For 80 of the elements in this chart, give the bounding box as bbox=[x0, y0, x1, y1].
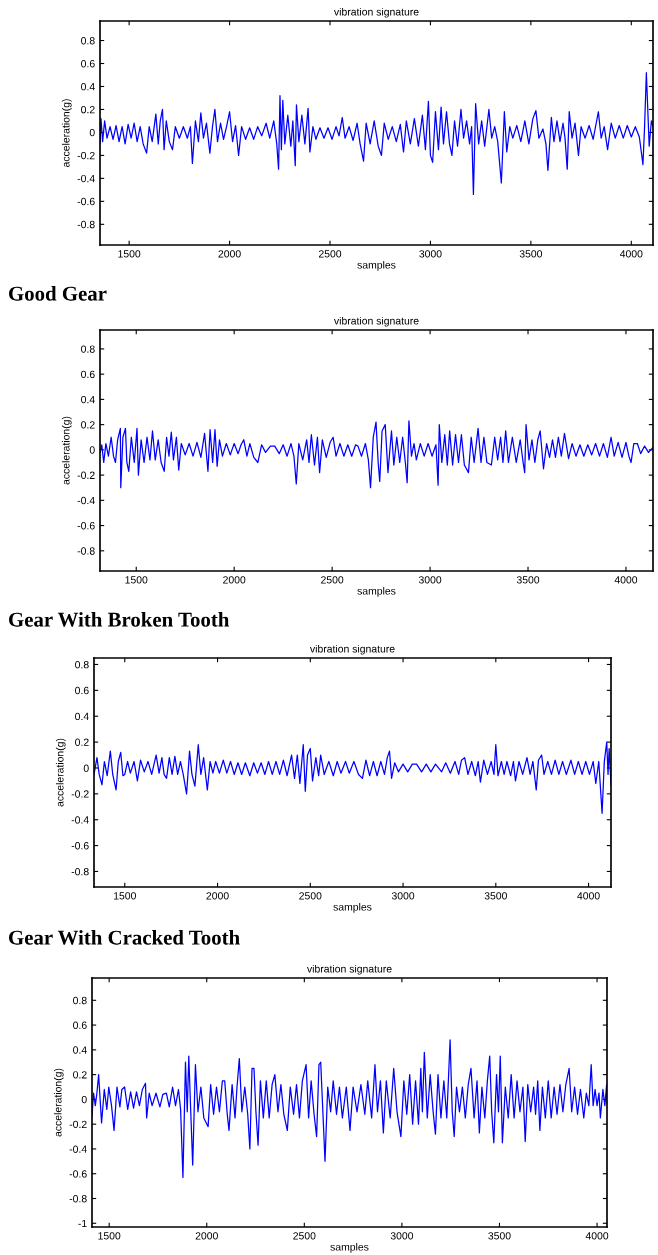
chart-title: vibration signature bbox=[309, 644, 395, 655]
y-tick-label: -0.2 bbox=[77, 471, 95, 479]
x-tick-label: 1500 bbox=[114, 892, 136, 900]
y-tick-label: 0.2 bbox=[73, 1071, 87, 1079]
y-tick-label: -0.8 bbox=[69, 1195, 87, 1203]
x-tick-label: 2000 bbox=[195, 1232, 218, 1240]
x-tick-label: 3500 bbox=[484, 892, 507, 900]
y-tick-label: 0.6 bbox=[75, 686, 89, 695]
line-series bbox=[100, 72, 653, 196]
y-tick-label: 0.4 bbox=[73, 1046, 87, 1054]
y-tick-label: 0 bbox=[83, 764, 89, 772]
y-tick-label: 0.6 bbox=[73, 1021, 87, 1029]
y-tick-label: -0.4 bbox=[77, 174, 95, 183]
text: Gear With Cracked Tooth bbox=[9, 930, 240, 945]
chart-title: vibration signature bbox=[333, 316, 419, 327]
y-tick-label: 0.2 bbox=[81, 421, 95, 429]
x-tick-label: 2000 bbox=[218, 250, 241, 258]
x-tick-label: 4000 bbox=[585, 1232, 609, 1240]
y-tick-label: 0.8 bbox=[81, 37, 95, 45]
x-tick-label: 3500 bbox=[519, 250, 543, 258]
x-tick-label: 2500 bbox=[321, 576, 344, 584]
y-tick-label: -0.6 bbox=[71, 842, 89, 850]
x-tick-label: 3000 bbox=[419, 250, 442, 258]
y-axis-title: acceleration(g) bbox=[53, 1068, 64, 1137]
y-tick-label: -0.6 bbox=[77, 197, 95, 206]
y-tick-label: -0.2 bbox=[71, 790, 89, 798]
x-tick-label: 4000 bbox=[619, 250, 643, 258]
y-tick-label: 0.8 bbox=[73, 996, 87, 1005]
x-tick-label: 2000 bbox=[223, 576, 246, 584]
x-tick-label: 2500 bbox=[318, 250, 342, 258]
y-axis-title: acceleration(g) bbox=[61, 416, 72, 485]
x-tick-label: 1500 bbox=[98, 1232, 121, 1240]
text: Gear With Broken Tooth bbox=[9, 612, 230, 627]
x-axis-title: samples bbox=[333, 902, 372, 913]
y-tick-label: 0.4 bbox=[75, 712, 89, 721]
y-tick-label: 0.8 bbox=[75, 660, 89, 669]
y-tick-label: 0.6 bbox=[81, 60, 95, 68]
x-tick-label: 2500 bbox=[293, 1232, 316, 1240]
y-tick-label: 0 bbox=[81, 1095, 87, 1104]
x-tick-label: 3000 bbox=[391, 892, 415, 900]
y-tick-label: 0.2 bbox=[81, 105, 95, 114]
y-tick-label: -0.8 bbox=[71, 867, 89, 876]
y-axis-title: acceleration(g) bbox=[61, 99, 72, 167]
y-tick-label: -0.4 bbox=[77, 496, 95, 505]
x-tick-label: 4000 bbox=[577, 892, 600, 900]
y-tick-label: -0.8 bbox=[77, 220, 95, 229]
y-tick-label: -0.6 bbox=[77, 522, 95, 530]
y-tick-label: -0.2 bbox=[77, 151, 95, 160]
x-tick-label: 1500 bbox=[125, 576, 148, 584]
x-tick-label: 2500 bbox=[299, 892, 322, 900]
y-tick-label: -0.2 bbox=[69, 1120, 87, 1129]
line-series bbox=[92, 1039, 607, 1179]
y-tick-label: -0.8 bbox=[77, 547, 95, 555]
chart-title: vibration signature bbox=[333, 7, 419, 18]
y-tick-label: -1 bbox=[78, 1219, 87, 1228]
x-axis-title: samples bbox=[330, 1242, 369, 1253]
x-tick-label: 3500 bbox=[516, 576, 540, 584]
line-series bbox=[94, 741, 611, 814]
x-axis-title: samples bbox=[357, 586, 396, 597]
line-series bbox=[100, 420, 653, 489]
x-tick-label: 2000 bbox=[206, 892, 229, 900]
x-tick-label: 3000 bbox=[390, 1232, 414, 1240]
y-tick-label: 0.8 bbox=[81, 345, 95, 353]
y-tick-label: 0 bbox=[89, 446, 95, 454]
y-tick-label: 0.6 bbox=[81, 370, 95, 379]
x-tick-label: 3500 bbox=[488, 1232, 511, 1240]
y-tick-label: -0.4 bbox=[69, 1145, 87, 1153]
y-tick-label: 0.4 bbox=[81, 395, 95, 404]
text: Good Gear bbox=[9, 286, 107, 301]
x-tick-label: 1500 bbox=[118, 250, 141, 258]
y-tick-label: 0.2 bbox=[75, 738, 89, 746]
y-tick-label: 0 bbox=[89, 128, 95, 137]
x-tick-label: 4000 bbox=[614, 576, 638, 584]
x-tick-label: 3000 bbox=[418, 576, 442, 584]
y-axis-title: acceleration(g) bbox=[55, 738, 66, 807]
y-tick-label: -0.6 bbox=[69, 1170, 87, 1178]
y-tick-label: 0.4 bbox=[81, 82, 95, 91]
y-tick-label: -0.4 bbox=[71, 816, 89, 824]
chart-title: vibration signature bbox=[306, 964, 392, 975]
x-axis-title: samples bbox=[357, 260, 396, 271]
